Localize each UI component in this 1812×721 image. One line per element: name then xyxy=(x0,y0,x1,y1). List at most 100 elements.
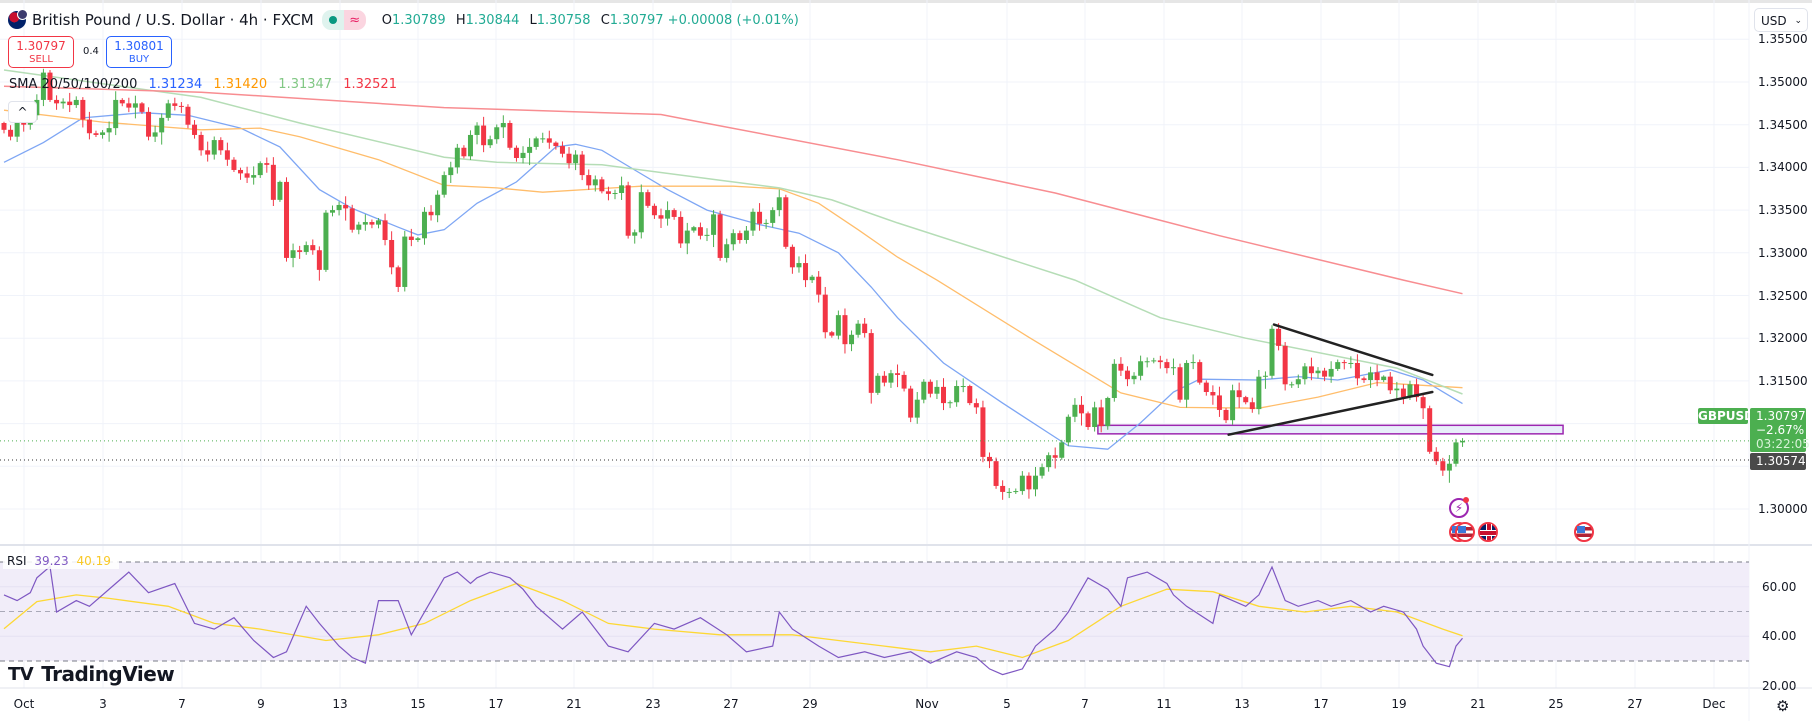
time-tick-label: 13 xyxy=(1234,697,1250,711)
candle-down xyxy=(1374,372,1380,381)
candle-down xyxy=(1427,408,1433,452)
price-tick-label: 1.30000 xyxy=(1758,502,1808,516)
tradingview-logo[interactable]: TV TradingView xyxy=(8,662,175,686)
candle-up xyxy=(1335,362,1341,369)
candle-up xyxy=(1138,361,1144,376)
sell-button[interactable]: 1.30797 SELL xyxy=(8,36,74,68)
candle-down xyxy=(67,101,73,106)
candle-up xyxy=(132,103,138,108)
rsi-legend-title: RSI xyxy=(7,554,27,568)
candle-up xyxy=(159,117,165,133)
support-zone xyxy=(1097,424,1564,435)
settings-icon[interactable]: ⚙ xyxy=(1776,697,1790,715)
candle-up xyxy=(257,163,263,176)
candle-up xyxy=(1092,407,1098,428)
time-tick-label: Oct xyxy=(13,697,35,711)
time-tick-label: 17 xyxy=(488,697,504,711)
candle-down xyxy=(717,214,723,258)
candle-down xyxy=(238,169,244,174)
candle-down xyxy=(895,373,901,375)
sma-legend[interactable]: SMA 20/50/100/200 1.31234 1.31420 1.3134… xyxy=(9,77,404,92)
candle-down xyxy=(1361,378,1367,381)
time-tick-label: 3 xyxy=(99,697,107,711)
candle-up xyxy=(1144,361,1150,363)
candle-up xyxy=(60,101,66,104)
candle-down xyxy=(513,147,519,159)
price-tick-label: 1.35000 xyxy=(1758,75,1808,89)
candle-up xyxy=(1269,328,1275,376)
candle-down xyxy=(1322,370,1328,377)
candle-down xyxy=(678,216,684,244)
candle-up xyxy=(1407,384,1413,398)
candle-up xyxy=(165,103,171,118)
symbol-title[interactable]: British Pound / U.S. Dollar · 4h · FXCM xyxy=(32,11,314,29)
candle-down xyxy=(803,263,809,281)
candle-up xyxy=(1446,463,1452,471)
candle-down xyxy=(310,245,316,251)
price-tick-label: 1.33500 xyxy=(1758,203,1808,218)
candle-down xyxy=(1223,409,1229,421)
candle-up xyxy=(375,220,381,225)
candle-down xyxy=(218,140,224,151)
candle-up xyxy=(1039,467,1045,476)
candle-up xyxy=(1072,404,1078,417)
candle-up xyxy=(954,386,960,403)
candle-up xyxy=(494,127,500,140)
candle-down xyxy=(47,72,53,100)
candle-up xyxy=(638,192,644,233)
data-delay-icon[interactable]: ≈ xyxy=(343,10,366,30)
candle-up xyxy=(665,210,671,219)
candle-down xyxy=(605,191,611,194)
candle-down xyxy=(224,150,230,160)
candle-up xyxy=(500,122,506,128)
sma100-value: 1.31347 xyxy=(278,77,333,92)
buy-button[interactable]: 1.30801 BUY xyxy=(106,36,172,68)
chevron-up-icon: ^ xyxy=(17,105,28,119)
candle-down xyxy=(599,179,605,192)
candle-down xyxy=(973,403,979,408)
candle-up xyxy=(1289,384,1295,386)
candle-down xyxy=(987,456,992,462)
time-tick-label: Nov xyxy=(915,697,939,711)
triangle-lower-trendline xyxy=(1227,390,1434,436)
market-open-icon[interactable] xyxy=(321,10,344,30)
candle-down xyxy=(86,119,92,134)
candle-down xyxy=(349,208,355,230)
lightning-event-icon[interactable]: ⚡ xyxy=(1449,497,1469,518)
candle-up xyxy=(336,204,342,211)
candle-up xyxy=(849,334,855,345)
candle-down xyxy=(461,147,467,157)
time-tick-label: 21 xyxy=(566,697,582,711)
rsi-tick-label: 20.00 xyxy=(1762,678,1797,693)
rsi-legend[interactable]: RSI 39.23 40.19 xyxy=(3,553,119,569)
trendlines xyxy=(1227,323,1434,436)
candle-up xyxy=(435,194,441,216)
sell-label: SELL xyxy=(29,54,53,65)
candle-down xyxy=(389,239,395,268)
us-flag-event-icon[interactable] xyxy=(1574,522,1594,542)
collapse-legend-button[interactable]: ^ xyxy=(8,101,37,123)
candle-up xyxy=(441,175,447,195)
rsi-tick-label: 40.00 xyxy=(1762,629,1797,644)
candle-down xyxy=(927,381,933,394)
candle-down xyxy=(1354,362,1360,379)
chevron-down-icon: ⌄ xyxy=(1794,16,1802,26)
buy-price: 1.30801 xyxy=(114,39,164,53)
candle-up xyxy=(323,212,329,270)
status-badges[interactable]: ≈ xyxy=(321,10,366,30)
candle-up xyxy=(1105,397,1111,427)
candle-up xyxy=(106,128,112,133)
currency-select[interactable]: USD ⌄ xyxy=(1754,8,1808,32)
candle-up xyxy=(402,236,408,287)
us-flag-event-icon[interactable] xyxy=(1455,522,1475,542)
uk-flag-event-icon[interactable] xyxy=(1478,522,1498,542)
candle-down xyxy=(546,138,552,143)
candle-down xyxy=(1243,397,1249,403)
time-tick-label: 25 xyxy=(1548,697,1564,711)
symbol-header: British Pound / U.S. Dollar · 4h · FXCM … xyxy=(8,9,799,31)
sma20-value: 1.31234 xyxy=(148,77,203,92)
candle-down xyxy=(645,192,651,206)
candle-down xyxy=(297,250,303,252)
candle-down xyxy=(1308,366,1314,374)
